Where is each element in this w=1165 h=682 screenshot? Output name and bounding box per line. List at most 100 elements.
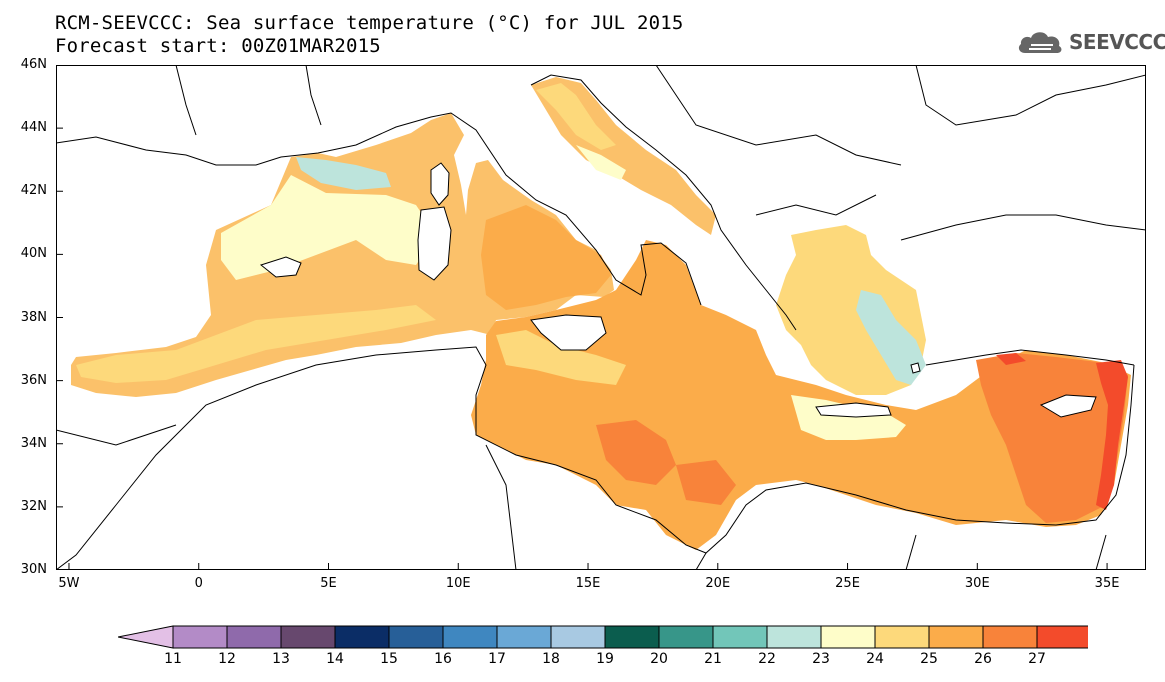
ligurian-warm-yellow [221,175,436,280]
colorbar-swatch [658,625,714,649]
map-border [56,65,1146,570]
colorbar-swatch [874,625,930,649]
ionian-darker [596,420,676,485]
colorbar-swatch [334,625,390,649]
colorbar-label: 12 [218,651,236,667]
colorbar-swatch [712,625,768,649]
colorbar-label: 26 [974,651,992,667]
border-line-8 [905,534,917,570]
mallorca [259,256,302,278]
sicily-channel-yellow [496,330,626,385]
colorbar-label: 23 [812,651,830,667]
colorbar-swatch [604,625,660,649]
coast-turkey [900,214,1146,241]
cyprus-north-edge [996,353,1026,365]
coast-balkans [530,74,797,331]
colorbar-label: 22 [758,651,776,667]
colorbar-swatch [766,625,822,649]
colorbar-swatch [1036,625,1088,649]
colorbar-swatch [550,625,606,649]
rhodes [910,362,921,374]
axis-ticks [56,65,1108,570]
cyprus [1039,394,1097,418]
levantine-red-edge [1096,360,1128,510]
colorbar-label: 20 [650,651,668,667]
coast-north-africa [56,346,1135,570]
x-tick-label: 15E [575,576,601,591]
logo-text: SEEVCCC [1069,30,1165,54]
coast-north-spain-france-italy [56,112,702,306]
gulf-of-lion-cool [296,157,391,190]
sst-map [56,65,1146,570]
x-tick-label: 5E [320,576,337,591]
chart-title: RCM-SEEVCCC: Sea surface temperature (°C… [55,12,684,34]
x-tick-label: 0 [194,576,203,591]
coastlines [56,65,1146,570]
west-yellow-band [76,305,436,383]
colorbar [118,625,1088,649]
gulf-sidra-darker [676,460,736,505]
colorbar-label: 13 [272,651,290,667]
y-tick-label: 42N [20,183,47,199]
x-tick-label: 25E [835,576,860,591]
colorbar-label: 11 [164,651,182,667]
chart-subtitle: Forecast start: 00Z01MAR2015 [55,35,381,57]
sicily [530,314,607,351]
islands [259,162,1097,418]
crete [815,402,892,418]
aegean-cool [856,290,926,385]
colorbar-label: 15 [380,651,398,667]
border-line-7 [695,552,707,570]
colorbar-label: 27 [1028,651,1046,667]
colorbar-lower-extension [118,625,174,649]
adriatic-pale [576,145,626,180]
colorbar-swatch [442,625,498,649]
border-line-10 [755,194,877,216]
colorbar-swatch [982,625,1038,649]
western-med-sea [71,113,614,397]
border-line-5 [56,424,177,446]
y-tick-label: 44N [20,120,47,136]
x-tick-label: 10E [445,576,471,591]
map-panel [56,65,1146,570]
colorbar-label: 25 [920,651,938,667]
seevccc-logo: SEEVCCC [1017,26,1165,58]
border-line-1 [175,65,197,136]
y-tick-label: 46N [20,57,47,72]
coast-south-turkey [925,349,1135,366]
colorbar-label: 21 [704,651,722,667]
cloud-logo-icon [1018,32,1062,53]
x-tick-label: 35E [1094,576,1120,591]
colorbar-swatch [172,625,228,649]
y-tick-label: 38N [20,309,47,325]
x-tick-label: 30E [964,576,990,591]
colorbar-swatch [820,625,876,649]
border-line-2 [305,65,322,126]
border-line-6 [485,444,517,570]
colorbar-label: 24 [866,651,884,667]
colorbar-swatch [226,625,282,649]
y-tick-label: 32N [20,498,47,514]
north-adriatic-yellow [536,83,616,150]
sardinia [417,206,452,281]
border-line-4 [915,65,1146,126]
colorbar-swatch [496,625,552,649]
colorbar-label: 16 [434,651,452,667]
colorbar-swatch [928,625,984,649]
y-tick-label: 30N [20,562,47,577]
border-line-9 [1095,534,1107,570]
border-line-3 [655,65,902,166]
colorbar-swatch [280,625,336,649]
colorbar-label: 14 [326,651,344,667]
colorbar-label: 17 [488,651,506,667]
y-tick-label: 40N [20,246,47,262]
y-tick-label: 34N [20,435,47,451]
y-tick-label: 36N [20,372,47,388]
x-tick-label: 20E [705,576,731,591]
tyrrhenian-orange [481,205,611,310]
colorbar-swatch [388,625,444,649]
corsica [430,162,450,206]
levantine-orange [976,353,1128,523]
colorbar-label: 18 [542,651,560,667]
x-tick-label: 5W [58,576,80,591]
